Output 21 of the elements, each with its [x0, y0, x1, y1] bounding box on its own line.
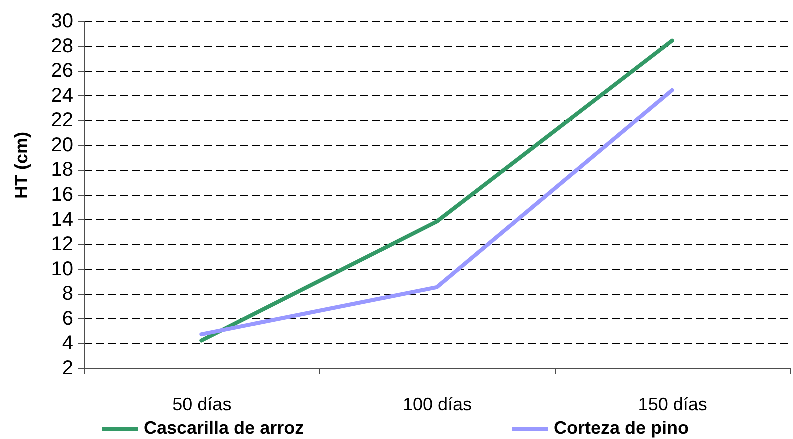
y-tick-label: 8: [62, 283, 74, 306]
y-tick-label: 20: [51, 134, 74, 156]
legend-label: Corteza de pino: [554, 418, 690, 438]
y-tick-label: 14: [51, 208, 74, 231]
y-tick-label: 16: [51, 184, 74, 206]
y-tick-label: 30: [51, 10, 74, 32]
y-tick-label: 28: [51, 35, 74, 58]
x-tick-label: 150 días: [638, 394, 708, 414]
y-tick-label: 22: [51, 110, 74, 132]
y-tick-label: 24: [51, 84, 74, 107]
y-axis-title: HT (cm): [12, 132, 32, 199]
x-tick-label: 50 días: [172, 394, 232, 414]
y-tick-label: 18: [51, 159, 74, 182]
y-tick-label: 12: [51, 234, 74, 256]
y-tick-label: 26: [51, 60, 74, 82]
y-tick-label: 10: [51, 258, 74, 280]
y-tick-label: 2: [62, 358, 74, 380]
y-tick-label: 6: [62, 308, 74, 330]
legend-label: Cascarilla de arroz: [144, 418, 304, 438]
y-tick-label: 4: [62, 332, 74, 355]
x-tick-label: 100 días: [402, 394, 472, 414]
